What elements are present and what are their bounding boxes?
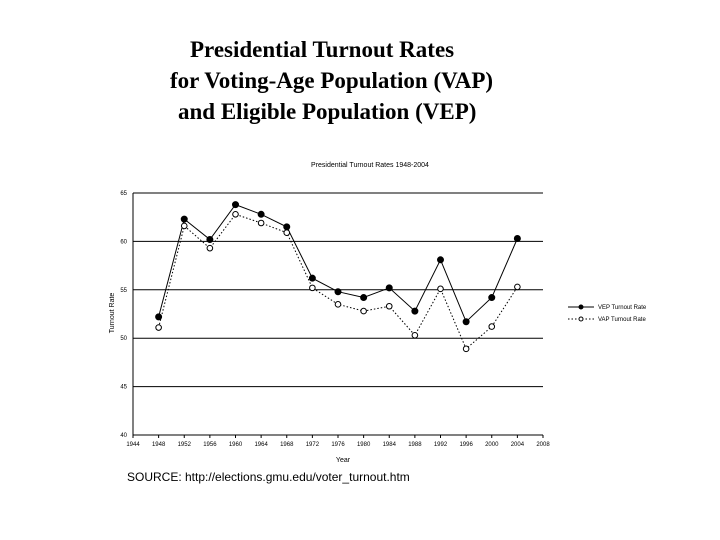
x-tick-label: 1980 <box>357 442 371 448</box>
x-tick-label: 1968 <box>280 442 294 448</box>
vap-data-point <box>385 302 393 310</box>
vep-data-point <box>513 234 521 242</box>
vep-data-point <box>385 284 393 292</box>
x-tick-label: 1988 <box>408 442 422 448</box>
slide-title-line-3: and Eligible Population (VEP) <box>178 99 477 124</box>
legend-marker-vep <box>578 304 584 310</box>
x-tick-label: 2004 <box>511 442 525 448</box>
y-axis-label: Turnout Rate <box>109 293 116 334</box>
x-tick-label: 1992 <box>434 442 448 448</box>
y-tick-label: 55 <box>120 288 127 294</box>
x-tick-label: 2008 <box>536 442 550 448</box>
vap-data-point <box>155 324 162 331</box>
turnout-chart: Presidential Turnout Rates 1948-2004 Tur… <box>100 155 660 475</box>
vep-data-point <box>437 256 444 264</box>
vep-data-point <box>462 318 470 326</box>
legend-label-vap: VAP Turnout Rate <box>598 317 646 323</box>
series-lines <box>155 201 521 353</box>
x-tick-label: 1948 <box>152 442 166 448</box>
x-tick-label: 1972 <box>306 442 320 448</box>
vep-data-point <box>334 288 342 296</box>
vep-data-point <box>206 235 214 243</box>
y-tick-label: 60 <box>120 239 127 245</box>
vap-data-point <box>411 331 419 339</box>
vap-data-point <box>437 285 444 293</box>
x-tick-label: 1996 <box>459 442 473 448</box>
x-tick-label: 1952 <box>178 442 192 448</box>
slide-title-line-1: Presidential Turnout Rates <box>190 37 455 62</box>
legend-marker-vap <box>578 316 584 322</box>
x-tick-label: 1944 <box>126 442 140 448</box>
vap-data-point <box>309 284 316 292</box>
vap-data-point <box>283 229 291 236</box>
slide-title-line-2: for Voting-Age Population (VAP) <box>170 68 494 93</box>
x-axis-label: Year <box>336 457 351 464</box>
legend-label-vep: VEP Turnout Rate <box>598 305 647 311</box>
vep-data-point <box>308 274 316 282</box>
x-tick-label: 1964 <box>254 442 268 448</box>
vep-data-point <box>232 201 239 209</box>
vep-data-point <box>488 294 496 302</box>
x-tick-label: 1976 <box>331 442 345 448</box>
chart-canvas: Presidential Turnout Rates 1948-2004 Tur… <box>109 162 647 464</box>
vap-data-point <box>257 219 265 227</box>
vap-data-point <box>360 307 367 315</box>
vap-data-point <box>206 244 214 252</box>
axes: 40 45 50 55 60 65 1944 1948 1952 1956 1960 1964 1968… <box>120 191 550 448</box>
vap-data-point <box>488 323 496 330</box>
vep-data-point <box>360 294 368 302</box>
y-tick-label: 65 <box>120 191 127 197</box>
vap-data-point <box>232 210 239 218</box>
vep-data-point <box>180 215 188 223</box>
vap-data-point <box>180 222 188 230</box>
x-tick-label: 1960 <box>229 442 243 448</box>
y-tick-label: 45 <box>120 385 127 391</box>
slide-title: Presidential Turnout Rates for Voting-Ag… <box>150 34 590 127</box>
y-tick-label: 40 <box>120 433 127 439</box>
vap-data-point <box>334 301 342 308</box>
source-note: SOURCE: http://elections.gmu.edu/voter_t… <box>127 470 410 484</box>
x-tick-label: 1984 <box>383 442 397 448</box>
vap-data-point <box>462 345 470 353</box>
vap-data-point <box>514 283 521 291</box>
x-tick-label: 2000 <box>485 442 499 448</box>
legend: VEP Turnout Rate VAP Turnout Rate <box>568 304 647 323</box>
vep-data-point <box>411 307 419 315</box>
vep-data-point <box>257 210 265 218</box>
chart-title: Presidential Turnout Rates 1948-2004 <box>311 162 429 169</box>
vep-data-point <box>155 313 163 321</box>
series-line-vap <box>158 213 518 350</box>
vep-data-point <box>283 223 291 231</box>
y-tick-label: 50 <box>120 336 127 342</box>
x-tick-label: 1956 <box>203 442 217 448</box>
